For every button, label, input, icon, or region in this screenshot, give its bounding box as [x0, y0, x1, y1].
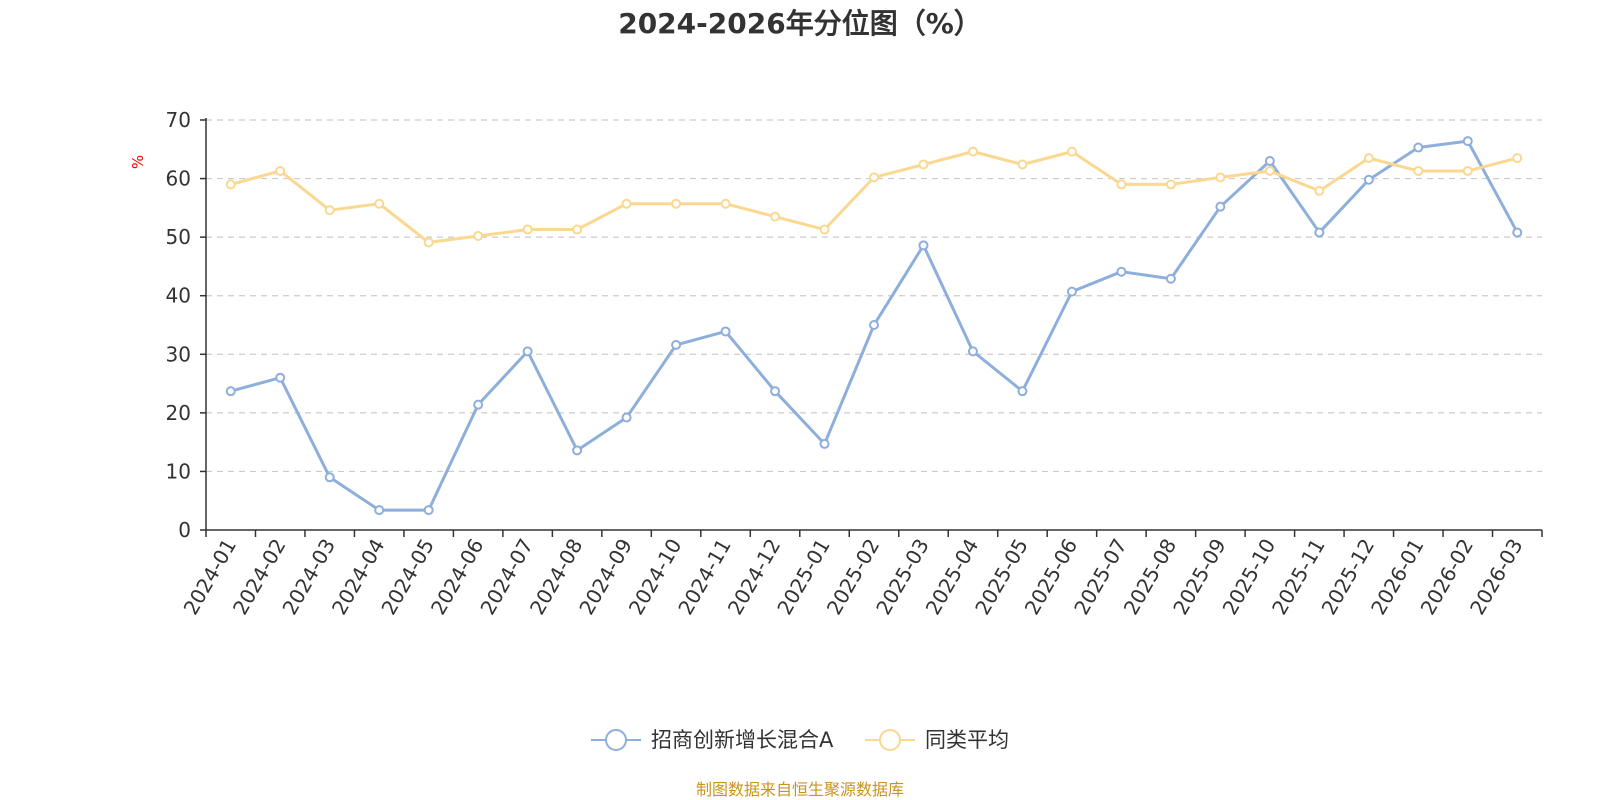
data-point	[423, 237, 434, 248]
data-point	[1066, 146, 1077, 157]
data-point	[324, 472, 335, 483]
data-point	[1314, 185, 1325, 196]
data-source-note: 制图数据来自恒生聚源数据库	[696, 780, 904, 799]
data-point	[522, 224, 533, 235]
data-point	[1215, 201, 1226, 212]
data-point	[225, 386, 236, 397]
data-point	[1363, 153, 1374, 164]
y-tick-label: 40	[166, 284, 191, 308]
y-tick-label: 50	[166, 225, 191, 249]
data-point	[1017, 159, 1028, 170]
data-point	[967, 346, 978, 357]
data-point	[1017, 386, 1028, 397]
data-point	[1264, 156, 1275, 166]
data-point	[1512, 153, 1523, 164]
data-point	[720, 326, 731, 337]
data-point	[275, 165, 286, 176]
data-point	[1116, 179, 1127, 190]
legend-marker-icon	[879, 729, 901, 751]
y-tick-label: 10	[166, 459, 191, 483]
legend-item-1[interactable]: 同类平均	[865, 728, 1009, 752]
y-axis-unit: %	[129, 155, 147, 169]
data-point	[1462, 165, 1473, 176]
legend-label: 招商创新增长混合A	[651, 728, 834, 752]
legend[interactable]: 招商创新增长混合A 同类平均	[591, 728, 1009, 752]
series-0	[225, 136, 1523, 516]
data-point	[572, 445, 583, 456]
data-point	[473, 399, 484, 410]
y-tick-label: 0	[178, 518, 191, 542]
data-point	[225, 179, 236, 190]
data-point	[1314, 227, 1325, 238]
data-point	[423, 505, 434, 516]
data-point	[1066, 286, 1077, 297]
data-point	[275, 372, 286, 383]
data-point	[770, 386, 781, 397]
data-point	[572, 224, 583, 235]
chart-title: 2024-2026年分位图（%）	[618, 7, 982, 40]
legend-item-0[interactable]: 招商创新增长混合A	[591, 728, 834, 752]
y-tick-label: 70	[166, 108, 191, 132]
data-point	[819, 438, 830, 449]
y-tick-label: 30	[166, 342, 191, 366]
y-tick-label: 20	[166, 401, 191, 425]
data-point	[671, 339, 682, 350]
data-point	[1413, 165, 1424, 176]
data-point	[621, 412, 632, 423]
data-point	[1165, 179, 1176, 190]
data-point	[918, 159, 929, 170]
data-point	[1512, 227, 1523, 238]
data-point	[720, 198, 731, 209]
data-point	[770, 211, 781, 222]
data-point	[522, 346, 533, 357]
data-point	[1165, 273, 1176, 284]
data-point	[1363, 174, 1374, 185]
data-point	[671, 198, 682, 209]
axes: 0102030405060702024-012024-022024-032024…	[166, 108, 1543, 619]
data-point	[1215, 172, 1226, 183]
data-point	[1264, 165, 1275, 176]
data-point	[473, 230, 484, 241]
data-point	[1462, 136, 1473, 147]
data-point	[1116, 266, 1127, 277]
data-point	[967, 146, 978, 157]
data-point	[869, 320, 879, 330]
legend-label: 同类平均	[925, 728, 1009, 752]
data-point	[918, 240, 929, 251]
data-point	[621, 198, 632, 209]
y-tick-label: 60	[166, 167, 191, 191]
data-point	[374, 198, 385, 209]
data-point	[374, 505, 385, 516]
data-point	[324, 205, 335, 216]
data-point	[819, 224, 830, 235]
data-point	[1413, 142, 1424, 153]
legend-marker-icon	[605, 729, 627, 751]
data-point	[869, 172, 879, 183]
series-lines	[225, 136, 1523, 516]
series-1	[225, 146, 1523, 248]
